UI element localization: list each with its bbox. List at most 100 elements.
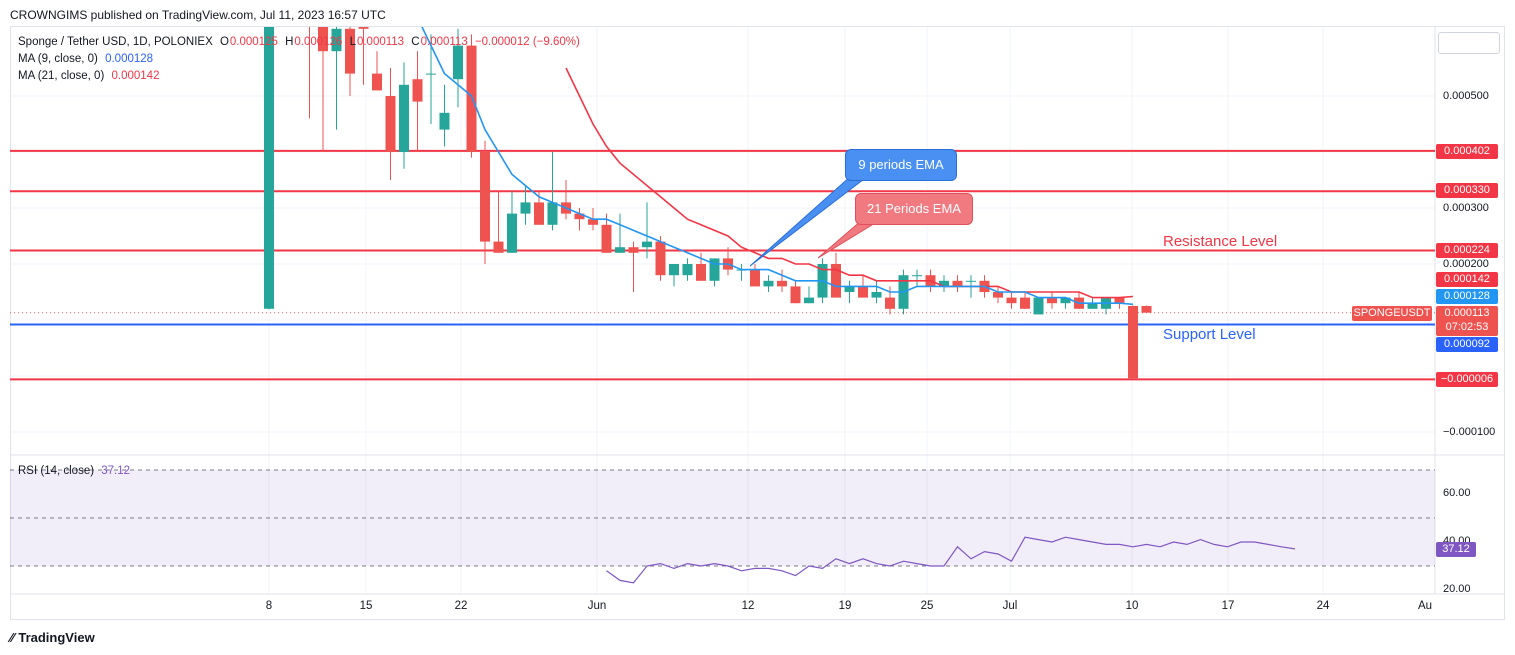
legend-ma21-label: MA (21, close, 0) [18, 70, 105, 82]
candle-body [763, 280, 774, 287]
candle-body [601, 224, 612, 253]
price-tick: 0.000200 [1443, 258, 1489, 270]
support-badge: 0.000092 [1436, 337, 1498, 352]
date-tick: 15 [359, 600, 373, 612]
candle-body [696, 264, 706, 281]
candle-body [426, 73, 436, 75]
legend-ma9-value: 0.000128 [105, 53, 154, 65]
candle-body [453, 45, 463, 80]
legend-h-value: 0.000126 [294, 36, 343, 48]
tradingview-logo-icon: ⁄⁄ [10, 630, 15, 645]
candle-body [858, 286, 868, 298]
resistance-badge: 0.000224 [1436, 243, 1498, 258]
ma21-badge: 0.000142 [1436, 272, 1498, 287]
candle-body [885, 297, 895, 309]
candle-body [507, 213, 517, 253]
legend-ma9-label: MA (9, close, 0) [18, 53, 98, 65]
candle-body [966, 280, 976, 282]
candle-body [305, 0, 315, 6]
candles-group [264, 0, 1152, 380]
candle-body [520, 202, 531, 214]
candle-body [993, 292, 1003, 298]
ema9-line [421, 27, 1134, 306]
candle-body [777, 280, 787, 287]
legend-l-label: L [349, 36, 356, 48]
candle-body [1033, 297, 1044, 315]
candle-body [871, 292, 882, 298]
legend-change: −0.000012 (−9.60%) [474, 36, 580, 48]
candle-body [750, 269, 760, 287]
candle-body [588, 219, 598, 225]
candle-body [628, 247, 639, 253]
candle-body [642, 241, 652, 248]
candle-body [318, 27, 328, 52]
candle-body [912, 275, 922, 277]
ma9-badge: 0.000128 [1436, 289, 1498, 304]
ema9-callout[interactable]: 9 periods EMA [845, 149, 957, 181]
ema21-line [565, 67, 1134, 299]
date-tick: 17 [1221, 600, 1235, 612]
legend-rsi-row[interactable]: RSI (14, close) 37.12 [18, 465, 134, 477]
support-label: Support Level [1163, 326, 1256, 343]
candle-body [264, 27, 274, 309]
ema21-callout[interactable]: 21 Periods EMA [855, 193, 973, 225]
candle-body [669, 264, 679, 276]
candle-body [790, 286, 801, 304]
candle-body [804, 297, 814, 304]
candle-body [439, 112, 450, 130]
legend-o-label: O [219, 36, 229, 48]
legend-symbol: Sponge / Tether USD, 1D, POLONIEX [18, 36, 213, 48]
candle-body [1141, 306, 1152, 313]
date-tick: 24 [1316, 600, 1330, 612]
candle-body [385, 96, 396, 152]
last-price-badge [1436, 306, 1498, 336]
resistance-label: Resistance Level [1163, 233, 1278, 250]
chart-frame[interactable] [10, 26, 1505, 620]
chart-settings-button[interactable] [1438, 32, 1500, 54]
legend-o-value: 0.000125 [229, 36, 278, 48]
price-tick: 0.000500 [1443, 90, 1489, 102]
date-tick: Jun [587, 600, 607, 612]
candle-body [1128, 306, 1138, 379]
candle-body [493, 241, 504, 253]
candle-body [345, 28, 355, 74]
candle-body [1060, 297, 1071, 304]
legend-rsi-label: RSI (14, close) [18, 465, 95, 477]
legend-c-value: 0.000113 [420, 36, 468, 48]
candle-body [412, 79, 423, 102]
legend-h-label: H [285, 36, 294, 48]
candle-body [358, 27, 369, 29]
candle-body [1047, 297, 1057, 304]
legend-ma9-row[interactable]: MA (9, close, 0) 0.000128 [18, 53, 157, 65]
candle-body [480, 152, 490, 242]
tradingview-brand: TradingView [18, 630, 95, 645]
rsi-value-badge: 37.12 [1436, 542, 1476, 557]
candle-body [1006, 297, 1017, 304]
candle-body [1114, 297, 1125, 304]
candle-body [372, 73, 382, 91]
rsi-tick: 60.00 [1443, 487, 1471, 499]
legend-l-value: 0.000113 [356, 36, 405, 48]
date-tick: 12 [741, 600, 755, 612]
candle-body [952, 280, 963, 287]
publish-line: CROWNGIMS published on TradingView.com, … [10, 8, 386, 22]
symbol-badge: SPONGEUSDT [1352, 306, 1432, 321]
candle-body [547, 202, 558, 225]
legend-ma21-row[interactable]: MA (21, close, 0) 0.000142 [18, 70, 163, 82]
countdown-value: 07:02:53 [1445, 321, 1489, 333]
candle-body [331, 28, 342, 52]
date-tick: 22 [454, 600, 468, 612]
date-tick: 10 [1125, 600, 1139, 612]
candle-body [655, 241, 666, 276]
candle-body [399, 84, 409, 152]
candle-body [534, 202, 544, 225]
candle-body [615, 247, 625, 253]
candle-body [574, 213, 585, 220]
candle-body [1020, 297, 1030, 309]
date-tick: 25 [920, 600, 934, 612]
support-badge: −0.000006 [1436, 372, 1498, 387]
candle-body [1087, 303, 1098, 309]
candle-body [831, 264, 841, 298]
legend-c-label: C [411, 36, 420, 48]
